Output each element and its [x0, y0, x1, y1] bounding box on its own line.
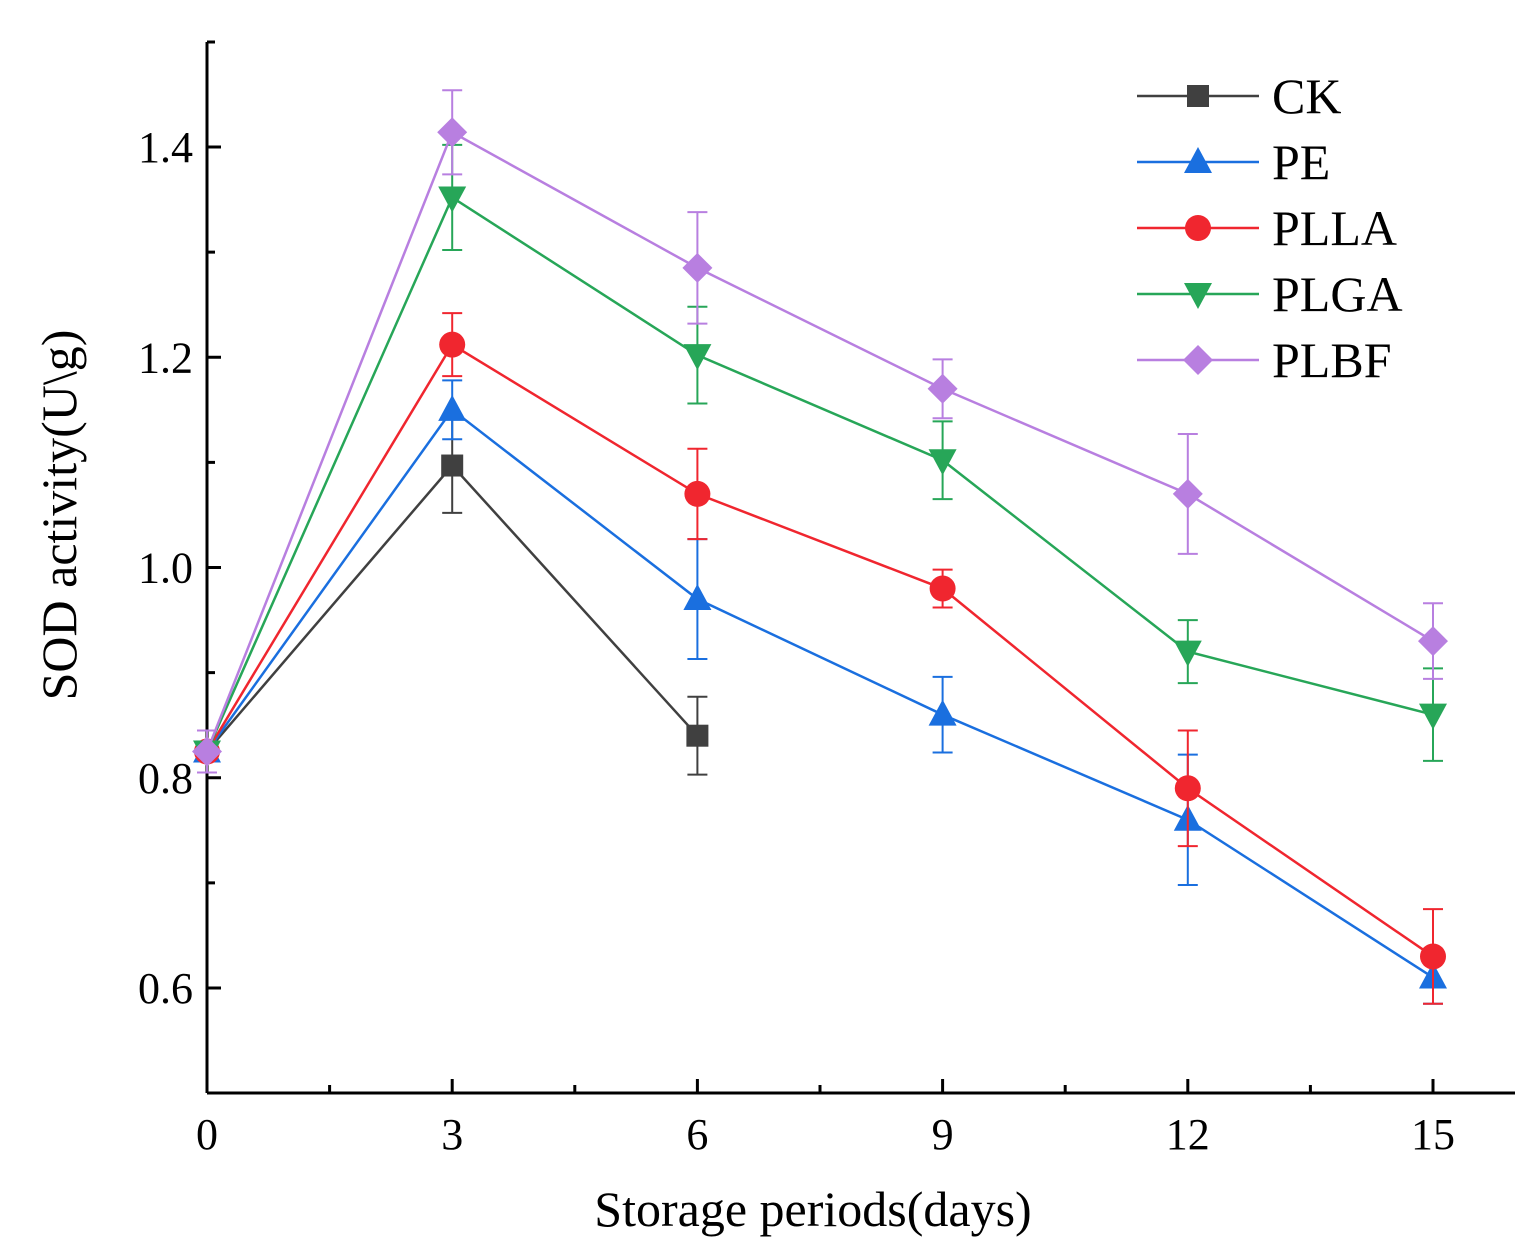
- y-tick-label: 1.4: [138, 123, 193, 172]
- data-point: [1420, 943, 1446, 970]
- y-tick-label: 0.6: [138, 964, 193, 1013]
- series-line: [205, 195, 1434, 752]
- data-point: [192, 736, 222, 767]
- data-point: [1418, 626, 1448, 657]
- y-tick-label: 1.2: [138, 333, 193, 382]
- legend-item-plla: PLLA: [1137, 200, 1397, 256]
- data-point: [441, 454, 464, 477]
- legend-label: CK: [1272, 68, 1341, 124]
- legend-label: PLGA: [1272, 266, 1403, 322]
- axes: 0 3 6 9 12 15 0.6 0.8 1.0 1.2 1.4: [138, 40, 1515, 1159]
- data-point: [928, 699, 957, 726]
- series-layer: [192, 89, 1448, 1005]
- data-point: [927, 373, 958, 404]
- data-point: [1172, 478, 1203, 509]
- x-axis-title: Storage periods(days): [594, 1181, 1031, 1237]
- data-point: [686, 724, 709, 747]
- x-tick-label: 9: [932, 1110, 954, 1159]
- data-point: [1174, 775, 1201, 802]
- series-line: [205, 130, 1434, 752]
- data-point: [928, 449, 957, 476]
- x-tick-label: 15: [1411, 1110, 1455, 1159]
- data-point: [1419, 703, 1447, 730]
- data-point: [684, 480, 711, 507]
- x-tick-label: 3: [441, 1110, 463, 1159]
- data-point: [683, 344, 712, 371]
- legend-marker: [1184, 283, 1212, 309]
- data-point: [438, 186, 467, 213]
- legend-label: PLLA: [1272, 200, 1397, 256]
- data-point: [683, 584, 712, 611]
- legend-marker: [1183, 345, 1213, 375]
- series-plla: [194, 312, 1446, 1005]
- data-point: [929, 575, 956, 602]
- y-axis-title: SOD activity(U\g): [31, 330, 87, 701]
- legend-label: PE: [1272, 134, 1330, 190]
- series-pe: [193, 379, 1447, 1005]
- x-tick-label: 6: [686, 1110, 708, 1159]
- data-point: [439, 331, 466, 358]
- data-point: [1173, 640, 1202, 667]
- legend-item-plga: PLGA: [1137, 266, 1403, 322]
- legend: CK PE PLLA PLGA PLBF: [1137, 68, 1403, 388]
- series-ck: [196, 417, 709, 776]
- data-point: [438, 394, 467, 421]
- series-line: [205, 342, 1434, 958]
- y-tick-label: 0.8: [138, 754, 193, 803]
- legend-marker: [1185, 215, 1211, 241]
- legend-item-ck: CK: [1137, 68, 1341, 124]
- data-point: [682, 252, 713, 283]
- legend-item-pe: PE: [1137, 134, 1330, 190]
- series-line: [205, 408, 1434, 979]
- x-tick-label: 0: [196, 1110, 218, 1159]
- legend-item-plbf: PLBF: [1137, 332, 1392, 388]
- y-tick-label: 1.0: [138, 544, 193, 593]
- series-plga: [193, 143, 1447, 774]
- legend-marker: [1184, 147, 1212, 173]
- legend-label: PLBF: [1272, 332, 1392, 388]
- x-tick-label: 12: [1166, 1110, 1210, 1159]
- legend-marker: [1187, 85, 1209, 107]
- data-point: [437, 117, 468, 148]
- series-plbf: [192, 89, 1448, 774]
